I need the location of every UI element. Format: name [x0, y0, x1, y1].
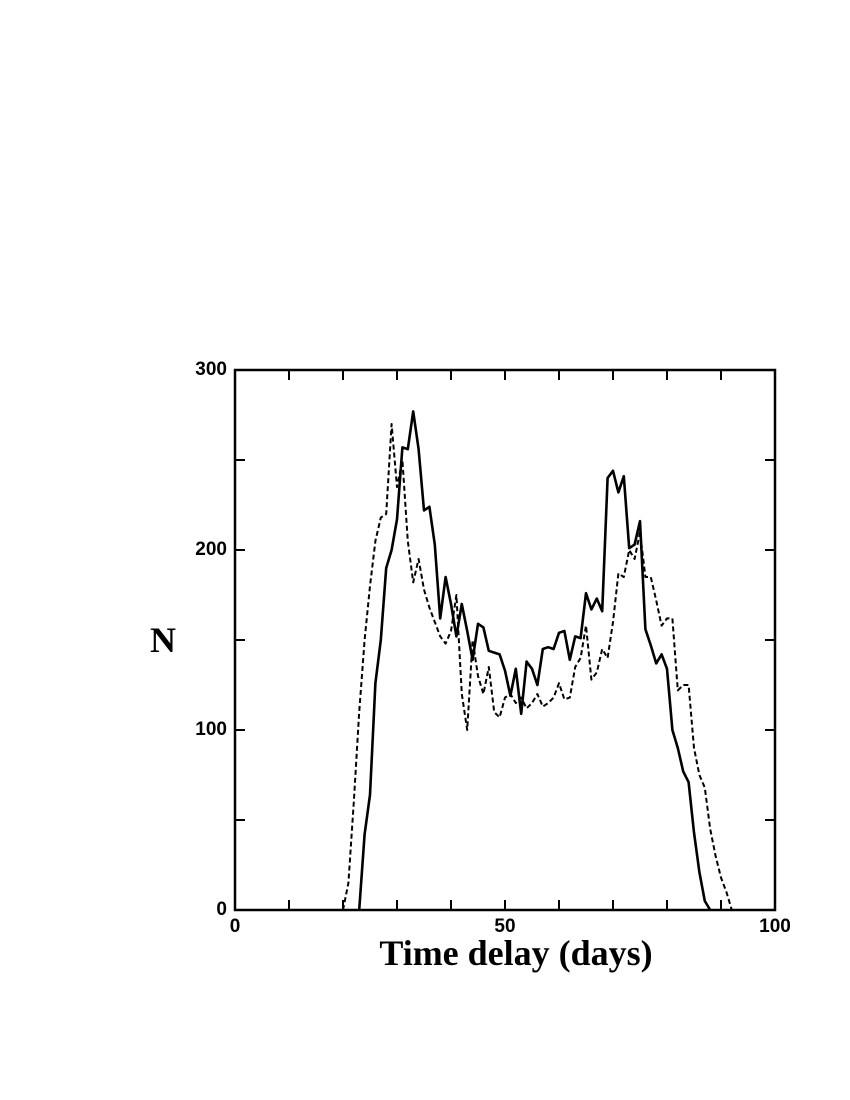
y-tick-label: 100 [195, 719, 227, 740]
y-tick-label: 0 [216, 899, 227, 920]
y-tick-label: 300 [195, 359, 227, 380]
x-tick-label: 0 [230, 916, 241, 937]
x-axis-label: Time delay (days) [379, 933, 652, 973]
y-tick-label: 200 [195, 539, 227, 560]
x-tick-label: 100 [759, 916, 791, 937]
data-line [342, 423, 733, 911]
x-tick-label: 50 [494, 916, 515, 937]
data-line [357, 410, 712, 911]
y-axis-label: N [150, 620, 176, 660]
